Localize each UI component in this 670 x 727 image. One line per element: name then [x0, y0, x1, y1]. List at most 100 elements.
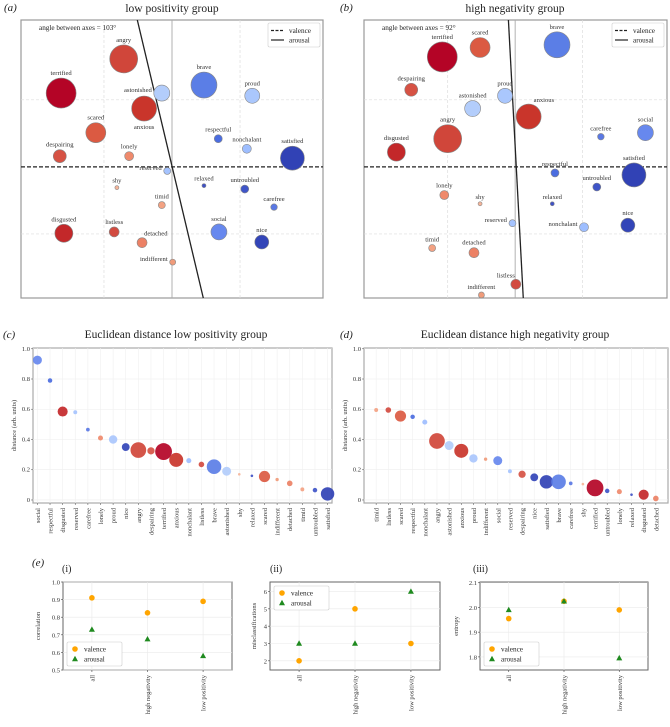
panel-a-title: low positivity group — [125, 3, 219, 15]
y-tick-label: 6 — [264, 589, 268, 596]
x-tick-label-untroubled: untroubled — [312, 507, 319, 536]
point-disgusted — [387, 142, 406, 162]
point-timid — [428, 244, 436, 252]
y-tick-label: 0.8 — [52, 615, 60, 622]
point-label-detached: detached — [462, 240, 486, 247]
panel-label-d: (d) — [340, 329, 353, 341]
point-label-reserved: reserved — [485, 217, 508, 224]
arousal-point-all — [296, 640, 303, 646]
point-label-anxious: anxious — [134, 124, 155, 131]
point-nonchalant — [186, 458, 192, 464]
point-label-nonchalant: nonchalant — [232, 136, 261, 143]
point-carefree — [86, 427, 90, 432]
point-nonchalant — [422, 419, 428, 425]
x-tick-label-scared: scared — [262, 507, 269, 524]
point-disgusted — [57, 406, 68, 417]
legend-frame — [267, 22, 321, 48]
point-scared — [85, 122, 107, 143]
x-tick-label-disgusted: disgusted — [60, 507, 67, 532]
point-indifferent — [169, 258, 176, 266]
point-astonished — [153, 84, 171, 102]
legend-frame — [611, 22, 665, 48]
arousal-axis — [507, 19, 524, 299]
legend-frame — [66, 641, 123, 667]
x-tick-label-detached: detached — [653, 507, 660, 531]
point-proud — [497, 87, 513, 104]
point-label-respectful: respectful — [542, 161, 568, 168]
x-tick-label-proud: proud — [471, 507, 478, 523]
point-label-anxious: anxious — [534, 97, 555, 104]
point-label-shy: shy — [112, 178, 122, 185]
x-tick-label-brave: brave — [556, 508, 563, 523]
legend-label-arousal: arousal — [291, 600, 312, 608]
x-tick-label: high negativity — [562, 674, 569, 714]
x-tick-label-terrified: terrified — [593, 507, 600, 529]
arousal-point-all — [505, 606, 512, 613]
x-tick-label-disgusted: disgusted — [641, 507, 648, 532]
panel-label-e: (e) — [32, 557, 45, 569]
point-anxious — [515, 103, 542, 130]
x-tick-label-terrified: terrified — [161, 507, 168, 529]
legend-marker-valence — [489, 646, 495, 652]
x-tick-label-untroubled: untroubled — [605, 507, 612, 536]
x-tick-label-respectful: respectful — [48, 508, 55, 534]
x-tick-label-carefree: carefree — [568, 508, 575, 529]
y-tick-label: 1.0 — [353, 346, 361, 353]
point-detached — [136, 237, 148, 248]
point-label-astonished: astonished — [124, 87, 153, 94]
valence-point-high-negativity — [144, 610, 151, 616]
legend-frame — [273, 585, 330, 611]
point-shy — [477, 201, 483, 207]
y-axis-label: correlation — [35, 611, 42, 640]
point-satisfied — [621, 162, 647, 188]
x-tick-label-indifferent: indifferent — [275, 508, 282, 536]
y-tick-label: 2.0 — [469, 605, 477, 612]
point-label-listless: listless — [497, 272, 515, 279]
legend-marker-arousal — [489, 655, 495, 662]
point-lonely — [124, 151, 134, 161]
x-tick-label-lonely: lonely — [617, 507, 624, 524]
point-angry — [109, 44, 139, 74]
point-anxious — [131, 95, 157, 122]
panel-d-title: Euclidean distance high negativity group — [421, 329, 610, 341]
arousal-point-all — [88, 626, 95, 632]
x-tick-label: low positivity — [617, 674, 624, 711]
point-despairing — [518, 470, 526, 478]
arousal-point-high-negativity — [144, 636, 151, 642]
point-carefree — [270, 203, 278, 211]
x-tick-label-respectful: respectful — [410, 508, 417, 534]
x-tick-label-brave: brave — [212, 508, 219, 523]
legend-marker-arousal — [279, 599, 285, 606]
point-brave — [543, 31, 571, 59]
x-tick-label-relaxed: relaxed — [249, 507, 256, 527]
arousal-point-low-positivity — [407, 588, 414, 594]
point-respectful — [47, 378, 53, 383]
y-tick-label: 0.2 — [353, 467, 361, 474]
angle-annotation: angle between axes = 92° — [382, 24, 456, 32]
panel-e-i-plot: 0.5 0.6 0.7 0.8 0.9 1.0 correlation all high neg… — [35, 580, 233, 714]
arousal-point-high-negativity — [352, 640, 358, 646]
point-untroubled — [312, 487, 318, 493]
x-tick-label-social: social — [35, 508, 42, 523]
y-axis-label: entropy — [453, 615, 460, 636]
point-carefree — [568, 481, 573, 486]
point-indifferent — [478, 291, 485, 299]
point-label-reserved: reserved — [139, 165, 162, 172]
point-untroubled — [604, 488, 610, 494]
plot-frame — [32, 347, 333, 504]
point-terrified — [586, 479, 604, 497]
point-satisfied — [539, 475, 554, 489]
point-terrified — [426, 41, 458, 73]
y-tick-label: 0 — [27, 497, 30, 504]
point-disgusted — [638, 489, 649, 500]
x-tick-label-despairing: despairing — [520, 507, 527, 535]
point-nonchalant — [579, 222, 589, 233]
arousal-point-high-negativity — [561, 598, 567, 604]
point-angry — [433, 124, 462, 154]
point-label-angry: angry — [440, 117, 456, 124]
x-tick-label-timid: timid — [374, 507, 381, 521]
x-tick-label: high negativity — [353, 674, 360, 714]
point-label-timid: timid — [425, 237, 440, 244]
point-relaxed — [549, 201, 555, 207]
point-anxious — [169, 452, 184, 467]
